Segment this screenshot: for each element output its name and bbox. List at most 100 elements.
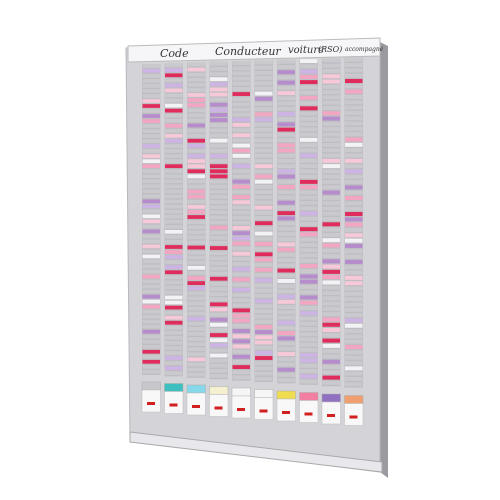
slot-card [165, 330, 183, 335]
slot-card [255, 60, 273, 65]
slot-card [165, 285, 183, 290]
slot-card [345, 180, 363, 185]
slot-card [165, 134, 183, 138]
slot-card [300, 101, 318, 106]
slot-card [277, 205, 295, 210]
slot-card [277, 367, 295, 372]
slot-card [300, 143, 318, 148]
slot-card [345, 121, 363, 126]
slot-card [232, 215, 250, 220]
slot-card [232, 133, 250, 138]
header-label: Code [160, 47, 189, 60]
slot-card [255, 190, 273, 195]
slot-card [142, 204, 160, 209]
board [125, 39, 381, 473]
slot-card [345, 73, 363, 78]
slot-card [165, 108, 183, 113]
slot-card [277, 70, 295, 75]
slot-card [142, 184, 160, 189]
slot-card [322, 174, 340, 179]
slot-card [322, 132, 340, 137]
slot-card [322, 259, 340, 264]
slot-card [165, 336, 183, 340]
slot-card [142, 159, 160, 164]
slot-card [300, 300, 318, 305]
slot-card [255, 205, 273, 210]
slot-card [277, 195, 295, 200]
slot-card [142, 324, 160, 329]
slot-card [210, 107, 228, 112]
slot-card [322, 312, 340, 317]
slot-card [345, 94, 363, 99]
slot-card [300, 185, 318, 190]
slot-card [322, 248, 340, 253]
slot-card [255, 350, 273, 355]
slot-card [187, 367, 205, 372]
slot-card [142, 334, 160, 339]
slot-card [322, 180, 340, 184]
slot-card [322, 343, 340, 348]
slot-card [187, 245, 205, 250]
slot-card [187, 316, 205, 321]
slot-card [277, 357, 295, 362]
slot-card [300, 85, 318, 90]
slot-card [142, 349, 160, 354]
holder-logo [192, 405, 200, 408]
slot-card [142, 149, 160, 153]
slot-card [142, 174, 160, 179]
slot-card [210, 97, 228, 102]
slot-card [322, 365, 340, 370]
slot-card [232, 334, 250, 339]
slot-card [142, 194, 160, 199]
slot-card [300, 221, 318, 226]
slot-card [187, 204, 205, 209]
slot-card [210, 348, 228, 353]
slot-card [322, 254, 340, 259]
slot-card [165, 164, 183, 169]
slot-card [322, 63, 340, 68]
slot-card [232, 303, 250, 308]
slot-card [322, 169, 340, 174]
slot-card [187, 352, 205, 357]
slot-card [210, 215, 228, 220]
slot-card [232, 344, 250, 349]
slot-card [187, 159, 205, 163]
slot-card [142, 214, 160, 219]
slot-card [300, 284, 318, 289]
slot-card [142, 224, 160, 229]
slot-card [165, 194, 183, 199]
header-label: (RSO) [318, 45, 342, 54]
slot-card [255, 366, 273, 371]
slot-card [300, 216, 318, 221]
slot-card [210, 256, 228, 261]
slot-card [187, 230, 205, 235]
slot-card [277, 185, 295, 189]
slot-card [300, 248, 318, 253]
slot-card [277, 237, 295, 242]
holder-box [321, 401, 341, 425]
holder-tab [231, 387, 251, 397]
slot-card [322, 301, 340, 306]
slot-card [345, 286, 363, 291]
holder-tab [164, 383, 184, 392]
slot-card [277, 101, 295, 106]
slot-card [300, 374, 318, 379]
slot-card [322, 232, 340, 237]
slot-card [187, 372, 205, 377]
slot-card [255, 299, 273, 303]
slot-card [300, 137, 318, 142]
slot-card [345, 100, 363, 105]
slot-card [142, 64, 160, 68]
slot-card [187, 108, 205, 113]
slot-card [142, 79, 160, 83]
slot-card [165, 169, 183, 174]
slot-card [322, 185, 340, 190]
slot-card [345, 318, 363, 323]
slot-card [232, 205, 250, 210]
slot-card [232, 220, 250, 225]
slot-card [187, 164, 205, 169]
slot-card [210, 363, 228, 368]
slot-card [142, 314, 160, 319]
slot-card [345, 190, 363, 195]
slot-card [210, 230, 228, 235]
